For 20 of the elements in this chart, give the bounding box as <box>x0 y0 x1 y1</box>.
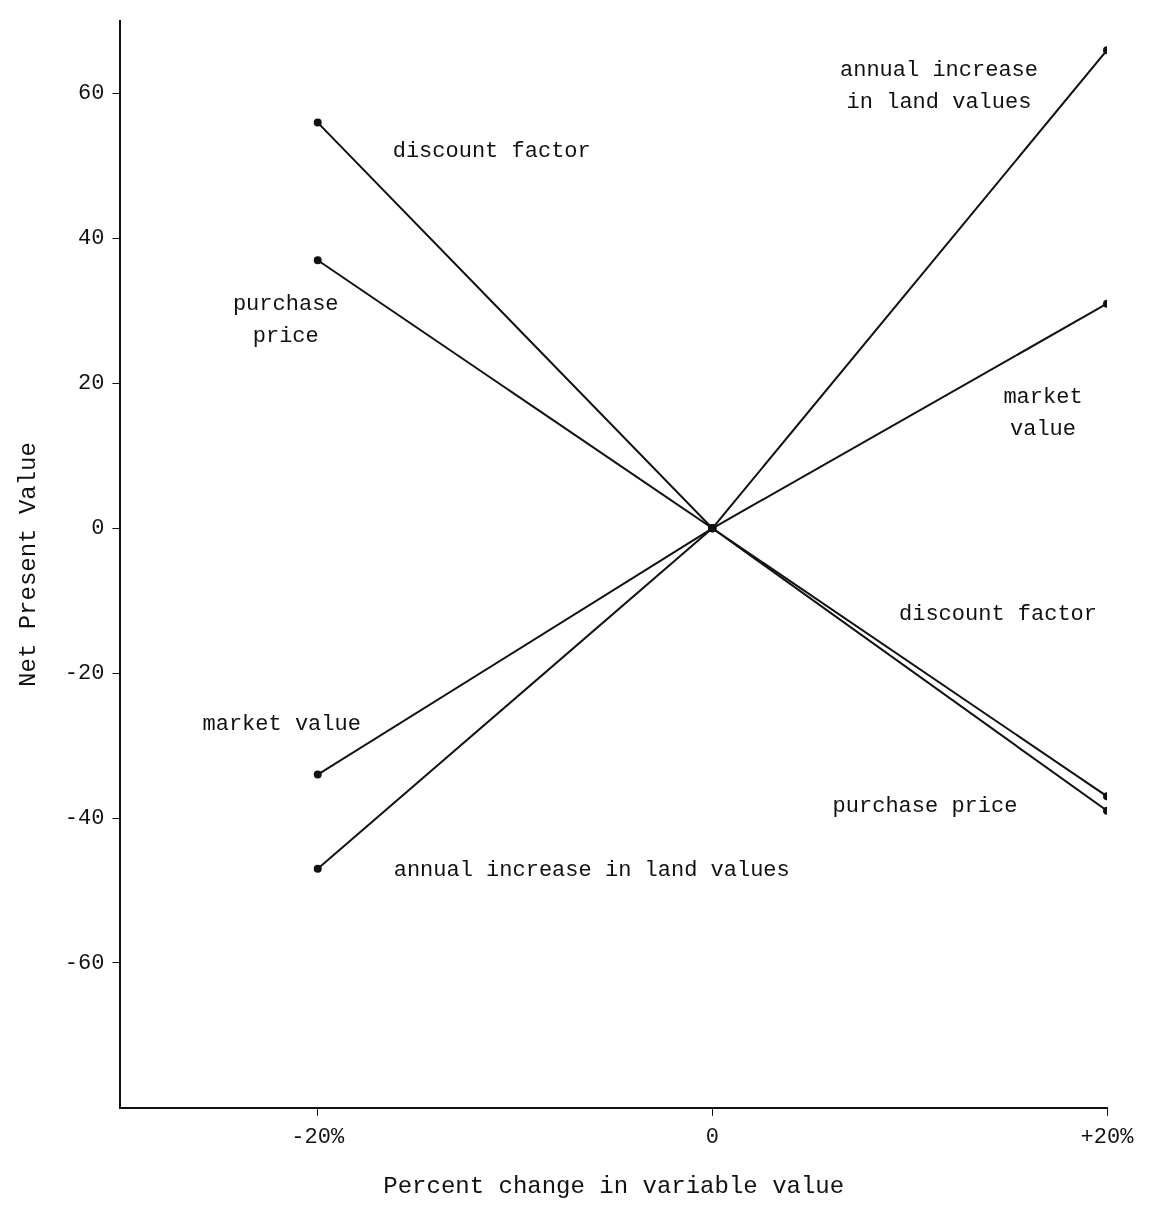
series-label: purchase price <box>232 292 339 350</box>
x-tick-label: -20% <box>291 1124 345 1150</box>
annotation: market value <box>1003 384 1083 442</box>
y-tick-label: -40 <box>64 805 105 831</box>
series-label: market value <box>202 712 361 738</box>
y-axis-title: Net Present Value <box>14 442 42 687</box>
y-tick-label: -60 <box>64 950 105 976</box>
y-tick-label: 20 <box>78 371 105 397</box>
x-tick-label: 0 <box>705 1124 719 1150</box>
annotation: discount factor <box>898 602 1098 628</box>
y-tick-label: 40 <box>78 226 105 252</box>
series-label: discount factor <box>392 139 591 165</box>
annotation: annual increase in land values <box>839 58 1039 115</box>
x-tick-label: +20% <box>1080 1124 1135 1150</box>
y-tick-label: 60 <box>78 81 105 107</box>
x-axis-title: Percent change in variable value <box>383 1172 845 1200</box>
y-tick-label: -20 <box>64 660 105 686</box>
series-label: annual increase in land values <box>393 857 790 883</box>
y-tick-label: 0 <box>91 516 105 542</box>
annotation: purchase price <box>832 793 1018 819</box>
